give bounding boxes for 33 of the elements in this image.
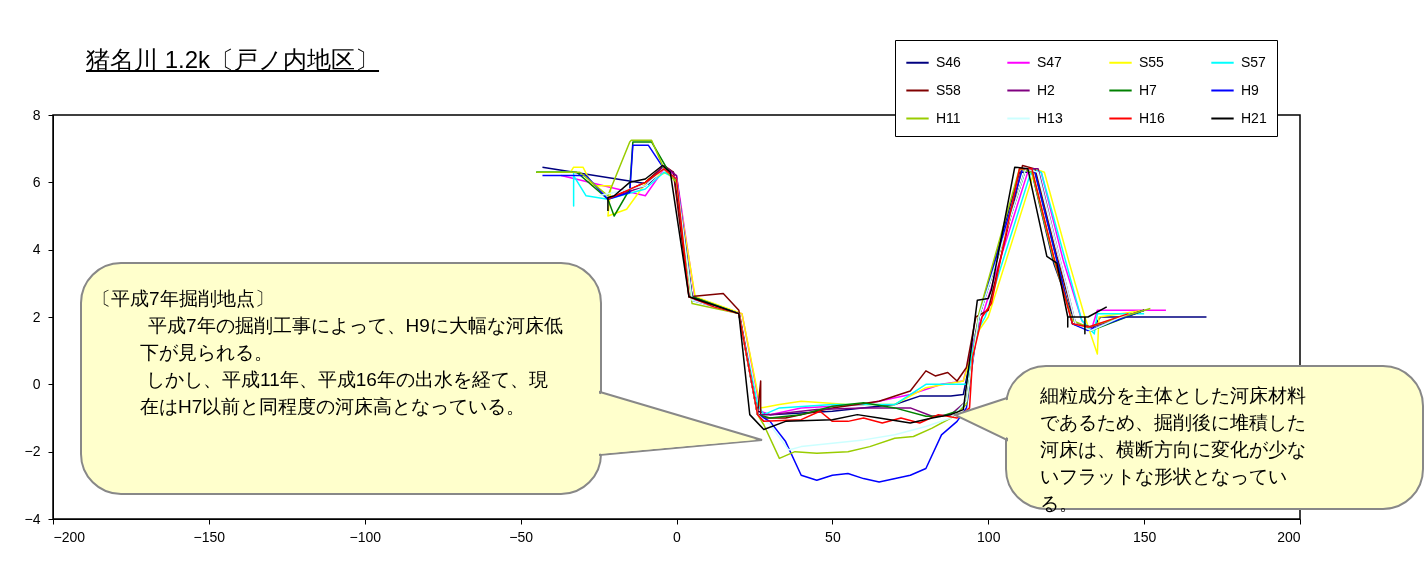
- legend-label: S58: [936, 81, 962, 98]
- chart-title: 猪名川 1.2k〔戸ノ内地区〕: [86, 45, 380, 75]
- annotation: 平成7年の掘削工事によって、H9に大幅な河床低下が見られる。: [140, 314, 564, 365]
- x-tick-label: −200: [53, 528, 86, 545]
- annotation: 〔平成7年掘削地点〕: [92, 287, 275, 311]
- x-tick-label: 200: [1277, 528, 1301, 545]
- annotation: しかし、平成11年、平成16年の出水を経て、現在はH7以前と同程度の河床高となっている。: [140, 368, 549, 419]
- y-tick-label: −4: [24, 510, 41, 527]
- x-tick-label: 0: [673, 528, 682, 545]
- legend-label: H2: [1037, 81, 1056, 98]
- annotation: 細粒成分を主体とした河床材料であるため、掘削後に堆積した河床は、横断方向に変化が少ないフラットな形状となっている。: [1040, 384, 1307, 516]
- y-tick-label: 2: [32, 308, 41, 325]
- legend-label: S55: [1139, 53, 1165, 70]
- x-tick-label: −150: [193, 528, 226, 545]
- y-tick-label: 0: [32, 375, 41, 392]
- legend-label: H9: [1241, 81, 1260, 98]
- legend-label: H7: [1139, 81, 1158, 98]
- x-tick-label: 150: [1132, 528, 1157, 545]
- legend-label: H16: [1139, 109, 1165, 126]
- y-tick-label: 8: [32, 106, 41, 123]
- y-tick-label: 6: [32, 173, 41, 190]
- legend-label: S57: [1241, 53, 1267, 70]
- legend-label: S47: [1037, 53, 1063, 70]
- legend-label: H11: [936, 109, 961, 126]
- x-tick-label: 50: [825, 528, 841, 545]
- y-tick-label: 4: [32, 241, 41, 258]
- legend-label: H13: [1037, 109, 1063, 126]
- x-tick-label: −100: [349, 528, 382, 545]
- legend-label: H21: [1241, 109, 1267, 126]
- y-tick-label: −2: [24, 443, 41, 460]
- legend-label: S46: [936, 53, 962, 70]
- x-tick-label: −50: [509, 528, 534, 545]
- x-tick-label: 100: [977, 528, 1001, 545]
